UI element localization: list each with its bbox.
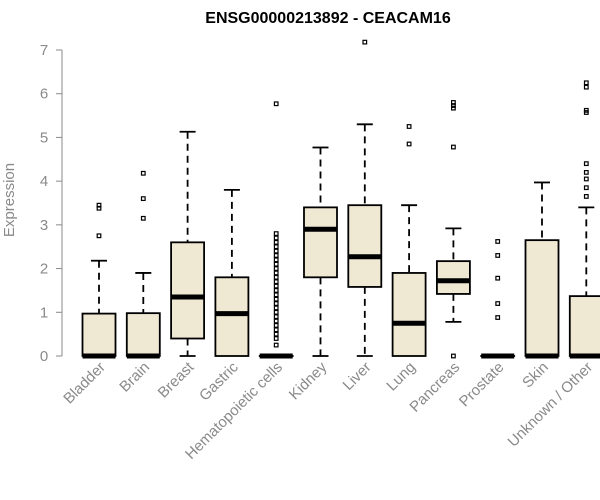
box [81, 312, 117, 357]
outlier-point [273, 318, 279, 324]
outlier-point [273, 327, 279, 333]
outlier-point [583, 170, 589, 175]
box-group [170, 130, 206, 357]
outlier-point [451, 100, 456, 105]
box [347, 204, 383, 288]
outlier-point [273, 309, 279, 315]
outlier-point [273, 231, 279, 237]
outlier-point [583, 107, 589, 113]
outlier-point [495, 253, 501, 258]
outlier-point [273, 253, 279, 258]
outlier-point [495, 275, 501, 281]
box-group [214, 188, 250, 357]
outlier-point [273, 101, 279, 107]
chart-title: ENSG00000213892 - CEACAM16 [205, 10, 451, 27]
box-group [435, 100, 471, 359]
outlier-point [273, 314, 279, 320]
box [391, 272, 427, 357]
box-group [391, 124, 427, 357]
outlier-point [495, 239, 501, 244]
x-tick-label: Breast [155, 358, 198, 401]
outlier-point [451, 353, 456, 359]
outlier-point [583, 194, 589, 199]
outlier-point [273, 283, 279, 289]
y-tick-label: 6 [40, 86, 48, 103]
y-tick-label: 3 [40, 217, 48, 234]
x-tick-label: Prostate [456, 359, 508, 411]
outlier-point [406, 124, 412, 129]
x-tick-label: Skin [519, 359, 552, 392]
outlier-point [273, 342, 279, 348]
outlier-point [96, 202, 102, 208]
x-tick-label: Lung [383, 359, 419, 395]
box-group [81, 202, 117, 359]
y-tick-label: 0 [40, 348, 48, 365]
y-tick-label: 2 [40, 261, 48, 278]
x-tick-label: Liver [340, 359, 375, 394]
box [170, 241, 206, 340]
box [125, 312, 161, 357]
y-tick-label: 7 [40, 42, 48, 59]
outlier-point [273, 323, 279, 328]
outlier-point [273, 331, 279, 337]
outlier-point [362, 39, 368, 45]
outlier-point [583, 176, 589, 182]
outlier-point [273, 279, 279, 285]
x-tick-label: Kidney [286, 358, 331, 403]
outlier-point [96, 233, 102, 239]
y-tick-label: 4 [40, 173, 48, 190]
x-tick-label: Brain [116, 359, 153, 396]
outlier-point [273, 235, 279, 241]
y-axis-ticks: 0 1 2 3 4 5 6 7 [40, 42, 62, 365]
box-group [568, 80, 600, 359]
outlier-point [140, 215, 146, 221]
outlier-point [273, 248, 279, 254]
outlier-point [273, 336, 279, 341]
outlier-point [583, 84, 589, 90]
outlier-point [273, 257, 279, 263]
box-group [125, 170, 161, 359]
box [524, 239, 560, 357]
outlier-point [273, 292, 279, 298]
box-group [258, 101, 294, 359]
outlier-point [273, 266, 279, 271]
box [568, 295, 600, 357]
box [214, 276, 250, 357]
outlier-point [273, 239, 279, 245]
box-group [480, 239, 516, 359]
outlier-point [495, 301, 501, 306]
box-series [81, 39, 600, 359]
outlier-point [273, 274, 279, 280]
outlier-point [451, 105, 456, 111]
box-group [524, 181, 560, 359]
outlier-point [140, 170, 146, 176]
outlier-point [140, 196, 146, 202]
x-tick-label: Bladder [60, 359, 109, 408]
y-tick-label: 1 [40, 304, 48, 321]
box [435, 260, 471, 295]
outlier-point [273, 301, 279, 306]
outlier-point [273, 305, 279, 311]
outlier-point [495, 315, 501, 320]
outlier-point [273, 288, 279, 293]
outlier-point [451, 144, 456, 150]
outlier-point [273, 244, 279, 250]
outlier-point [273, 261, 279, 267]
y-axis-label: Expression [1, 163, 18, 237]
outlier-point [273, 296, 279, 302]
y-tick-label: 5 [40, 129, 48, 146]
box-group [347, 39, 383, 357]
box [303, 206, 338, 279]
outlier-point [273, 270, 279, 276]
x-tick-label: Unknown / Other [505, 359, 597, 451]
outlier-point [583, 161, 589, 167]
outlier-point [406, 141, 412, 147]
outlier-point [583, 80, 589, 86]
outlier-point [583, 185, 589, 191]
box-group [303, 146, 338, 357]
